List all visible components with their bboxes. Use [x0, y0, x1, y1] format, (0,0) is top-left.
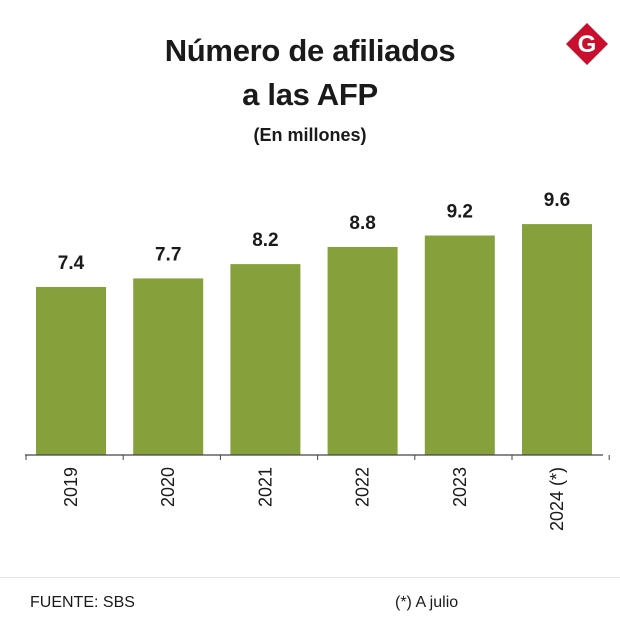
x-tick-label: 2021: [255, 467, 275, 507]
bar-2019: [36, 287, 106, 455]
x-tick-label: 2022: [353, 467, 373, 507]
bar-2020: [133, 278, 204, 455]
chart-title-line-2: a las AFP: [242, 77, 378, 112]
bar-2021: [230, 264, 301, 455]
bar-2022: [327, 246, 398, 455]
brand-logo-icon: G: [566, 23, 608, 65]
data-label: 8.2: [252, 230, 278, 251]
x-tick-label: 2024 (*): [547, 467, 567, 531]
x-tick-label: 2020: [158, 467, 178, 507]
data-label: 9.2: [447, 202, 473, 223]
x-tick-label: 2023: [450, 467, 470, 507]
source-text: FUENTE: SBS: [30, 594, 135, 611]
bar-2024: [522, 224, 592, 455]
data-label: 7.7: [155, 244, 181, 265]
footnote-text: (*) A julio: [395, 594, 459, 611]
data-label: 9.6: [544, 190, 570, 211]
bar-chart: 7.4 7.7 8.2 8.8 9.2 9.6 2019 2020 2021 2022 2023 20…: [25, 190, 610, 531]
bar-2023: [424, 235, 495, 455]
x-tick-label: 2019: [61, 467, 81, 507]
footer-divider: [0, 577, 620, 578]
data-label: 8.8: [349, 213, 375, 234]
data-label: 7.4: [58, 253, 85, 274]
logo-letter: G: [578, 31, 597, 58]
chart-subtitle: (En millones): [253, 125, 367, 145]
chart-title-line-1: Número de afiliados: [164, 33, 456, 68]
